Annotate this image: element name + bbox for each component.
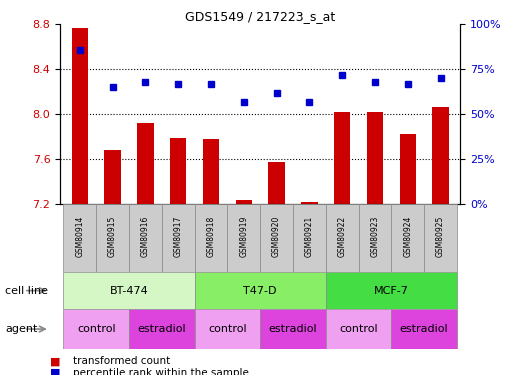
- Bar: [72, 28, 88, 204]
- Bar: [359, 204, 391, 272]
- Bar: [228, 204, 260, 272]
- Bar: [260, 204, 293, 272]
- Bar: [391, 204, 424, 272]
- Title: GDS1549 / 217223_s_at: GDS1549 / 217223_s_at: [185, 10, 335, 23]
- Text: GSM80915: GSM80915: [108, 216, 117, 258]
- Bar: [326, 204, 359, 272]
- Bar: [326, 272, 457, 309]
- Bar: [293, 204, 326, 272]
- Text: control: control: [339, 324, 378, 334]
- Bar: [162, 204, 195, 272]
- Bar: [424, 204, 457, 272]
- Text: GSM80924: GSM80924: [403, 216, 412, 258]
- Bar: [334, 112, 350, 204]
- Bar: [326, 309, 391, 349]
- Bar: [195, 309, 260, 349]
- Bar: [105, 150, 121, 204]
- Text: GSM80917: GSM80917: [174, 216, 183, 258]
- Bar: [268, 162, 285, 204]
- Bar: [96, 204, 129, 272]
- Bar: [391, 309, 457, 349]
- Text: control: control: [208, 324, 247, 334]
- Bar: [301, 202, 317, 204]
- Bar: [170, 138, 186, 204]
- Bar: [235, 200, 252, 204]
- Bar: [195, 272, 326, 309]
- Bar: [203, 139, 219, 204]
- Text: transformed count: transformed count: [73, 356, 170, 366]
- Bar: [260, 309, 326, 349]
- Text: GSM80920: GSM80920: [272, 216, 281, 258]
- Text: GSM80922: GSM80922: [338, 216, 347, 257]
- Text: GSM80923: GSM80923: [370, 216, 380, 258]
- Bar: [433, 106, 449, 204]
- Text: T47-D: T47-D: [243, 286, 277, 296]
- Text: MCF-7: MCF-7: [374, 286, 409, 296]
- Text: GSM80916: GSM80916: [141, 216, 150, 258]
- Text: agent: agent: [5, 324, 38, 334]
- Text: estradiol: estradiol: [400, 324, 449, 334]
- Text: GSM80919: GSM80919: [240, 216, 248, 258]
- Text: ■: ■: [50, 368, 60, 375]
- Text: GSM80925: GSM80925: [436, 216, 445, 258]
- Bar: [400, 134, 416, 204]
- Text: cell line: cell line: [5, 286, 48, 296]
- Bar: [129, 204, 162, 272]
- Bar: [63, 309, 129, 349]
- Text: GSM80921: GSM80921: [305, 216, 314, 257]
- Text: estradiol: estradiol: [138, 324, 186, 334]
- Bar: [195, 204, 228, 272]
- Text: ■: ■: [50, 356, 60, 366]
- Text: GSM80914: GSM80914: [75, 216, 84, 258]
- Text: GSM80918: GSM80918: [207, 216, 215, 257]
- Bar: [63, 204, 96, 272]
- Bar: [129, 309, 195, 349]
- Bar: [137, 123, 154, 204]
- Text: percentile rank within the sample: percentile rank within the sample: [73, 368, 249, 375]
- Text: estradiol: estradiol: [269, 324, 317, 334]
- Bar: [63, 272, 195, 309]
- Text: control: control: [77, 324, 116, 334]
- Text: BT-474: BT-474: [110, 286, 149, 296]
- Bar: [367, 112, 383, 204]
